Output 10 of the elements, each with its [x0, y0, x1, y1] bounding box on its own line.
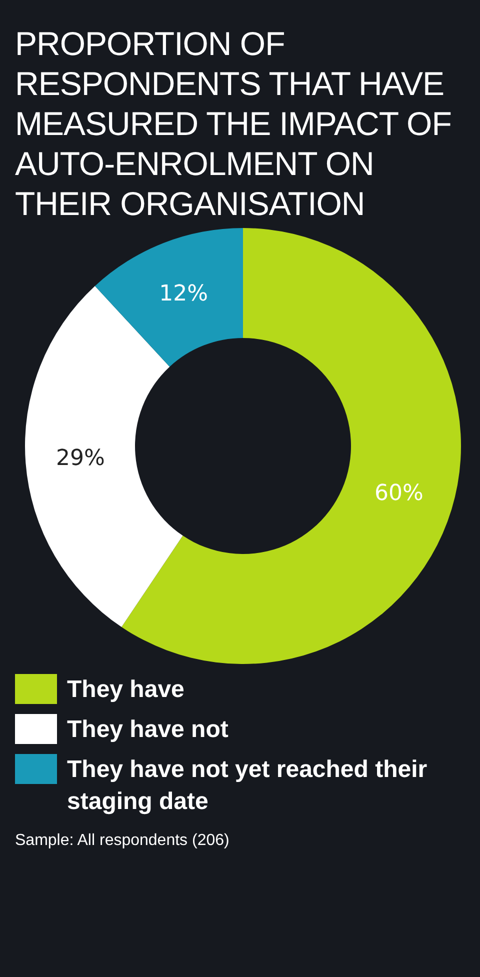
legend-label: They have	[67, 675, 186, 705]
text: Sample: All respondents (206)	[14, 831, 230, 850]
legend-label: They have not	[67, 715, 230, 745]
donut-slice	[94, 228, 243, 367]
legend-label: They have not yet reached their staging date	[67, 755, 428, 817]
data-label: 60%	[374, 480, 424, 506]
data-label: 29%	[56, 446, 105, 472]
donut-slice	[122, 228, 461, 664]
chart-title: PROPORTION OF RESPONDENTS THAT HAVE MEASURED THE IMPACT OF AUTO-ENROLMENT ON THEIR ORGANISATION	[14, 24, 452, 224]
data-label: 12%	[159, 282, 208, 307]
